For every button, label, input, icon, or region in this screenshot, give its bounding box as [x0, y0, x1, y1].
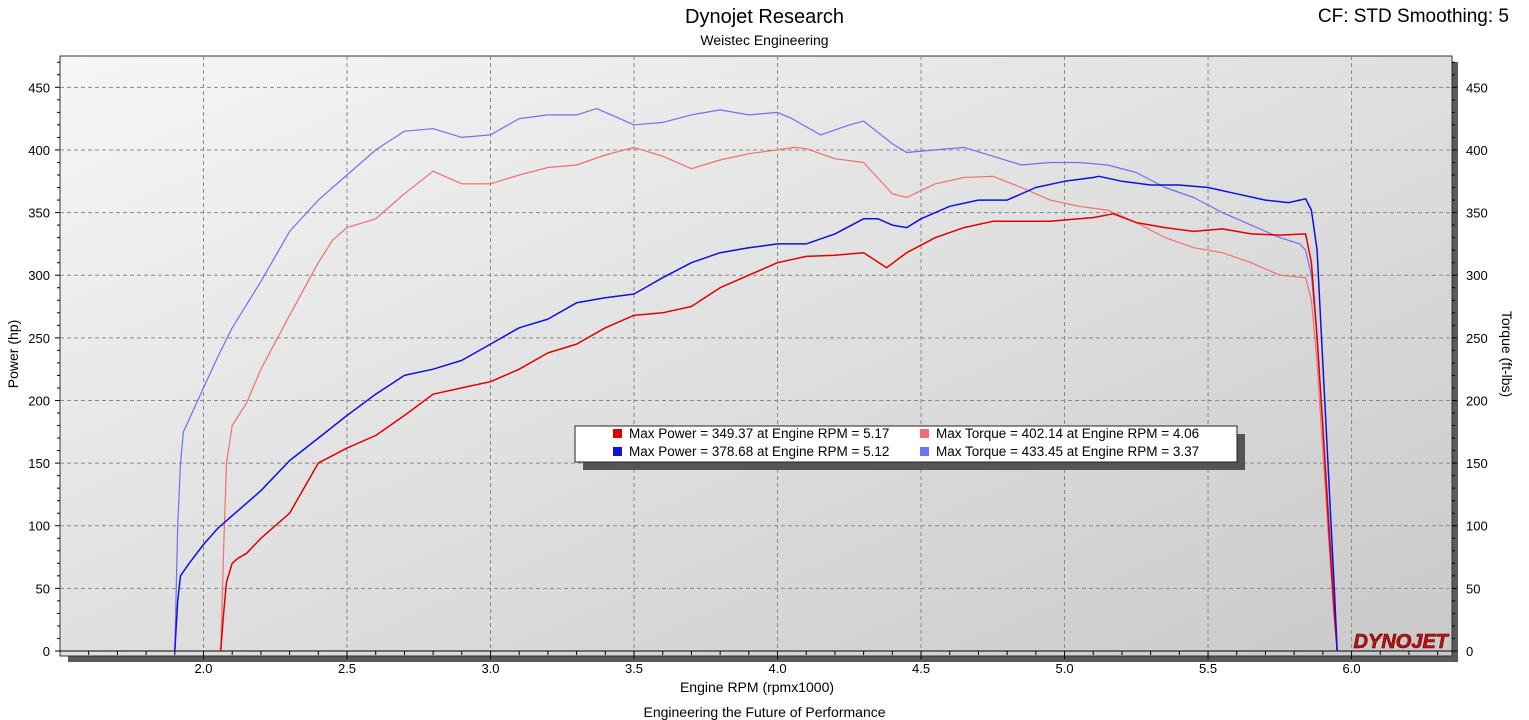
- y-tick-label-right: 300: [1466, 268, 1488, 283]
- y-tick-label-left: 200: [28, 393, 50, 408]
- chart-subtitle: Weistec Engineering: [700, 32, 829, 48]
- dynojet-logo: DYNOJET: [1353, 631, 1450, 654]
- y-tick-label-left: 100: [28, 519, 50, 534]
- y-tick-label-right: 0: [1466, 644, 1473, 659]
- x-tick-label: 4.0: [768, 661, 786, 676]
- y-tick-label-right: 150: [1466, 456, 1488, 471]
- y-tick-label-left: 50: [36, 581, 50, 596]
- x-tick-label: 6.0: [1343, 661, 1361, 676]
- y-tick-label-right: 450: [1466, 80, 1488, 95]
- x-axis-label: Engine RPM (rpmx1000): [680, 679, 834, 695]
- series-line: [220, 146, 1338, 652]
- chart-title: Dynojet Research: [685, 6, 844, 28]
- x-tick-label: 3.0: [481, 661, 499, 676]
- data-series: [174, 107, 1338, 652]
- legend-label: Max Power = 349.37 at Engine RPM = 5.17: [629, 426, 889, 441]
- legend-label: Max Torque = 402.14 at Engine RPM = 4.06: [936, 426, 1199, 441]
- y-tick-label-right: 200: [1466, 393, 1488, 408]
- x-tick-label: 5.0: [1055, 661, 1073, 676]
- y-tick-label-left: 350: [28, 206, 50, 221]
- y-tick-label-right: 100: [1466, 519, 1488, 534]
- y-tick-label-left: 150: [28, 456, 50, 471]
- y-tick-label-left: 250: [28, 331, 50, 346]
- axes: 0 0 50 50 100 100 150 150 200 200 250 250 300 300 350 3…: [28, 61, 1488, 676]
- legend-swatch: [920, 429, 929, 438]
- x-tick-label: 4.5: [912, 661, 930, 676]
- legend-label: Max Torque = 433.45 at Engine RPM = 3.37: [936, 444, 1199, 459]
- y-tick-label-right: 50: [1466, 581, 1480, 596]
- x-tick-label: 3.5: [625, 661, 643, 676]
- legend-swatch: [920, 447, 929, 456]
- footer-tagline: Engineering the Future of Performance: [643, 704, 886, 720]
- y-axis-label-left: Power (hp): [5, 320, 21, 388]
- legend: Max Power = 349.37 at Engine RPM = 5.17 M…: [574, 425, 1245, 470]
- x-tick-label: 2.5: [338, 661, 356, 676]
- legend-swatch: [613, 429, 622, 438]
- series-line: [174, 107, 1338, 652]
- correction-factor-info: CF: STD Smoothing: 5: [1317, 6, 1509, 27]
- y-tick-label-left: 450: [28, 80, 50, 95]
- plot-area: [59, 55, 1453, 657]
- y-axis-label-right: Torque (ft-lbs): [1499, 311, 1515, 397]
- legend-box: [574, 425, 1238, 463]
- x-tick-label: 2.0: [194, 661, 212, 676]
- legend-label: Max Power = 378.68 at Engine RPM = 5.12: [629, 444, 889, 459]
- y-tick-label-left: 0: [43, 644, 50, 659]
- y-tick-label-left: 300: [28, 268, 50, 283]
- logo-text: DYNOJET: [1354, 631, 1450, 653]
- legend-swatch: [613, 447, 622, 456]
- series-line: [174, 175, 1338, 652]
- y-tick-label-right: 400: [1466, 143, 1488, 158]
- y-tick-label-right: 350: [1466, 206, 1488, 221]
- series-line: [219, 213, 1338, 652]
- x-tick-label: 5.5: [1199, 661, 1217, 676]
- y-tick-label-right: 250: [1466, 331, 1488, 346]
- y-tick-label-left: 400: [28, 143, 50, 158]
